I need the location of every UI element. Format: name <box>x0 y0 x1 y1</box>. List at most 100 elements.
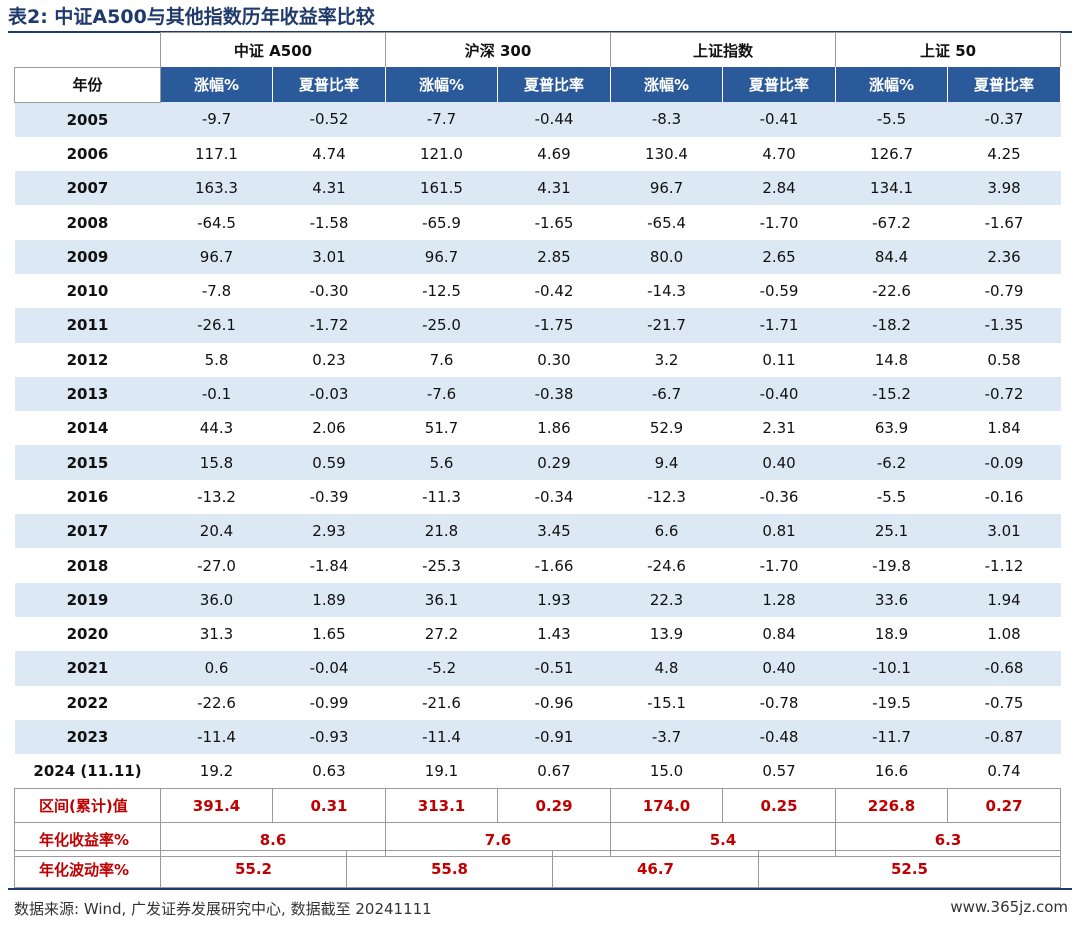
sub-header-return: 涨幅% <box>385 67 498 102</box>
return-cell: -13.2 <box>197 487 236 506</box>
sub-header-return: 涨幅% <box>160 67 273 102</box>
watermark: www.365jz.com <box>950 898 1068 916</box>
sharpe-cell: 1.28 <box>722 582 836 617</box>
sharpe-cell: 4.69 <box>537 144 571 163</box>
table-row: 2010 -7.8 -0.30 -12.5 -0.42 -14.3 -0.59 -22.6 -0… <box>15 274 1061 308</box>
return-cell: -24.6 <box>647 556 686 575</box>
return-cell: -6.2 <box>835 445 948 480</box>
sharpe-cell: -0.38 <box>497 376 611 412</box>
sharpe-cell: -0.30 <box>309 282 349 301</box>
year-cell: 2018 <box>66 556 109 575</box>
sharpe-cell: 2.06 <box>312 419 346 438</box>
return-cell: -27.0 <box>197 556 236 575</box>
sharpe-cell: 2.85 <box>497 239 611 274</box>
return-cell: 117.1 <box>195 144 238 163</box>
return-cell: -21.7 <box>610 308 723 343</box>
return-cell: -19.5 <box>872 693 911 712</box>
sharpe-cell: 1.94 <box>947 582 1061 617</box>
table-row: 2011 -26.1 -1.72 -25.0 -1.75 -21.7 -1.71 -18.2-… <box>14 308 1061 343</box>
return-cell: -67.2 <box>872 213 911 232</box>
return-cell: -11.7 <box>835 719 948 755</box>
return-cell: 51.7 <box>424 419 459 438</box>
return-cell: 15.8 <box>160 445 273 480</box>
sharpe-cell: -0.37 <box>947 102 1061 137</box>
year-cell: 2016 <box>66 487 109 506</box>
year-cell: 2022 <box>66 693 109 712</box>
year-cell: 2008 <box>66 213 109 232</box>
sharpe-cell: -0.34 <box>534 487 574 506</box>
sharpe-cell: -1.72 <box>272 308 386 343</box>
cumulative-cell: 0.31 <box>272 788 386 824</box>
return-cell: -3.7 <box>610 719 723 755</box>
sharpe-cell: 0.67 <box>537 762 571 781</box>
return-cell: -15.1 <box>647 693 686 712</box>
return-cell: -15.2 <box>835 376 948 412</box>
cumulative-cell: 0.27 <box>947 788 1062 824</box>
table-row: 2017 20.4 2.93 21.8 3.45 6.6 0.81 25.1 3.01 <box>14 514 1061 549</box>
year-cell: 2010 <box>66 282 109 301</box>
year-cell: 2005 <box>14 102 161 137</box>
sharpe-cell: 2.84 <box>722 171 836 206</box>
return-cell: 16.6 <box>874 762 909 781</box>
sharpe-cell: 1.43 <box>537 625 571 644</box>
sub-header-sharpe: 夏普比率 <box>947 67 1062 102</box>
sharpe-cell: -0.68 <box>947 651 1061 686</box>
return-cell: -22.6 <box>197 693 236 712</box>
return-cell: 52.9 <box>649 419 684 438</box>
sharpe-cell: -0.04 <box>272 651 386 686</box>
sharpe-cell: -0.09 <box>947 445 1061 480</box>
year-cell: 2011 <box>14 308 161 343</box>
table-row: 2008 -64.5 -1.58 -65.9 -1.65 -65.4 -1.70 -67.2 -… <box>15 205 1061 239</box>
sharpe-cell: 3.98 <box>947 171 1061 206</box>
table-row: 2006 117.1 4.74 121.0 4.69 130.4 4.70 126.7 4.25 <box>15 137 1061 171</box>
return-cell: 130.4 <box>645 144 688 163</box>
return-cell: -12.5 <box>422 282 461 301</box>
return-cell: -5.2 <box>385 651 498 686</box>
sharpe-cell: 3.45 <box>497 514 611 549</box>
sharpe-cell: -1.71 <box>722 308 836 343</box>
table-row: 2024 (11.11) 19.2 0.63 19.1 0.67 15.0 0.57 16.6… <box>15 754 1061 789</box>
returns-table: 中证 A500 沪深 300 上证指数 上证 50 年份 涨幅% 夏普比率 涨幅… <box>14 32 1062 858</box>
sharpe-cell: -1.84 <box>309 556 349 575</box>
sharpe-cell: 0.58 <box>987 350 1021 369</box>
return-cell: -65.4 <box>647 213 686 232</box>
return-cell: 36.1 <box>385 582 498 617</box>
return-cell: 121.0 <box>420 144 463 163</box>
sharpe-cell: 2.36 <box>947 239 1061 274</box>
sharpe-cell: 4.70 <box>762 144 796 163</box>
sharpe-cell: 0.40 <box>722 651 836 686</box>
sharpe-cell: -0.96 <box>534 693 574 712</box>
return-cell: -14.3 <box>647 282 686 301</box>
sharpe-cell: -0.72 <box>947 376 1061 412</box>
sharpe-cell: -0.75 <box>984 693 1024 712</box>
sharpe-cell: -0.40 <box>722 376 836 412</box>
return-cell: 19.1 <box>424 762 459 781</box>
annualized-vol-table: 年化波动率% 55.2 55.8 46.7 52.5 <box>14 850 1061 888</box>
title-divider <box>8 31 1072 33</box>
return-cell: -65.9 <box>422 213 461 232</box>
sharpe-cell: 0.81 <box>722 514 836 549</box>
index-header-sse-composite: 上证指数 <box>610 32 837 67</box>
cumulative-cell: 174.0 <box>610 788 724 824</box>
sharpe-cell: -0.41 <box>722 102 836 137</box>
sharpe-cell: -0.91 <box>497 719 611 755</box>
sharpe-cell: -0.03 <box>272 376 386 412</box>
cumulative-cell: 313.1 <box>385 788 498 824</box>
sub-header-row: 年份 涨幅% 夏普比率 涨幅% 夏普比率 涨幅% 夏普比率 涨幅% 夏普比率 <box>14 66 1062 103</box>
table-row: 2023 -11.4 -0.93 -11.4 -0.91 -3.7 -0.48 -11.7 -0… <box>14 719 1061 755</box>
return-cell: -7.7 <box>385 102 498 137</box>
table-row: 2020 31.3 1.65 27.2 1.43 13.9 0.84 18.9 1.08 <box>15 617 1061 651</box>
cumulative-cell: 226.8 <box>835 788 949 824</box>
sharpe-cell: -0.52 <box>272 102 386 137</box>
return-cell: 18.9 <box>874 625 909 644</box>
table-row: 2018 -27.0 -1.84 -25.3 -1.66 -24.6 -1.70 -19.8 -… <box>15 548 1061 582</box>
sharpe-cell: 0.40 <box>722 445 836 480</box>
year-cell: 2014 <box>66 419 109 438</box>
sharpe-cell: 2.65 <box>722 239 836 274</box>
return-cell: -18.2 <box>835 308 948 343</box>
table-row: 2021 0.6 -0.04 -5.2 -0.51 4.8 0.40 -10.1 -0.68 <box>14 651 1061 686</box>
sharpe-cell: 4.74 <box>312 144 346 163</box>
sharpe-cell: -0.79 <box>984 282 1024 301</box>
year-cell: 2024 (11.11) <box>33 762 142 781</box>
year-cell: 2009 <box>14 239 161 274</box>
